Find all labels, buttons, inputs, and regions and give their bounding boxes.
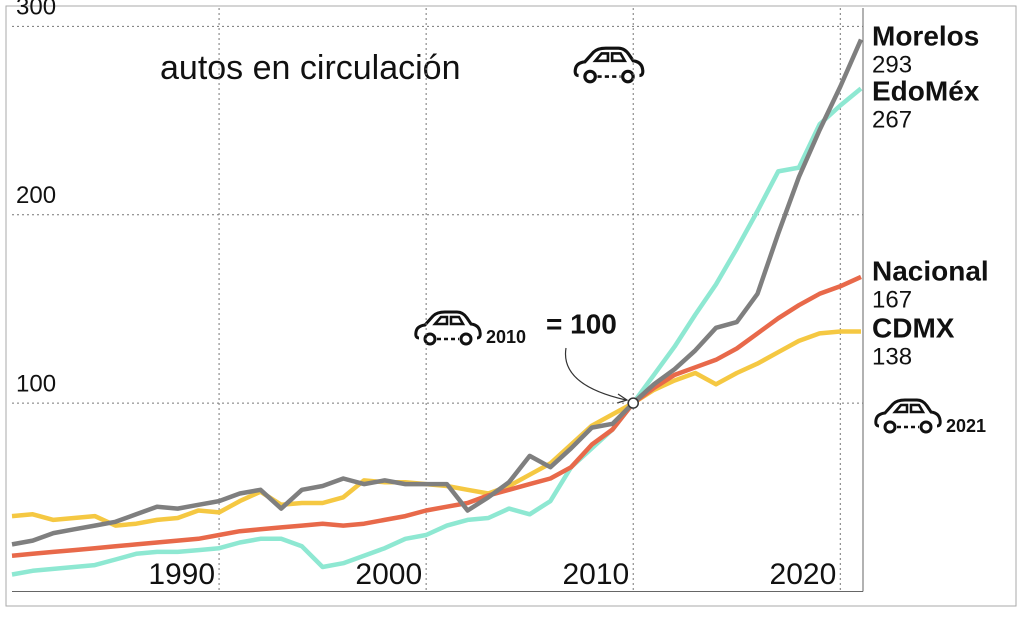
legend-label: Nacional (872, 255, 989, 286)
series-line (11, 38, 864, 547)
legend-label: Morelos (872, 20, 979, 51)
car-icon (414, 310, 482, 346)
grid (12, 8, 864, 592)
y-tick-label: 100 (16, 370, 56, 397)
base-point (627, 397, 639, 409)
legend-label: EdoMéx (872, 75, 980, 106)
lines (11, 38, 864, 577)
end-value-label: 293 (872, 51, 912, 78)
annotation-year: 2010 (486, 327, 526, 347)
end-value-label: 167 (872, 286, 912, 313)
x-tick-label: 2010 (562, 558, 629, 591)
x-tick-label: 1990 (148, 558, 215, 591)
frame (5, 5, 1017, 607)
x-tick-label: 2020 (770, 558, 837, 591)
annotation-value: = 100 (546, 308, 617, 339)
series-line (11, 274, 862, 558)
car-icon (874, 398, 942, 434)
end-value-label: 267 (872, 106, 912, 133)
annotation-arrow (616, 393, 629, 404)
end-value-label: 138 (872, 343, 912, 370)
y-tick-label: 200 (16, 182, 56, 209)
annotation-arrow (564, 347, 627, 401)
series-line (11, 329, 861, 528)
annotation-year: 2021 (946, 416, 986, 436)
chart-title: autos en circulación (160, 49, 461, 87)
y-tick-label: 300 (16, 0, 56, 21)
series-line (11, 86, 863, 577)
car-icon (573, 46, 645, 84)
legend-label: CDMX (872, 312, 955, 343)
x-tick-label: 2000 (355, 558, 422, 591)
